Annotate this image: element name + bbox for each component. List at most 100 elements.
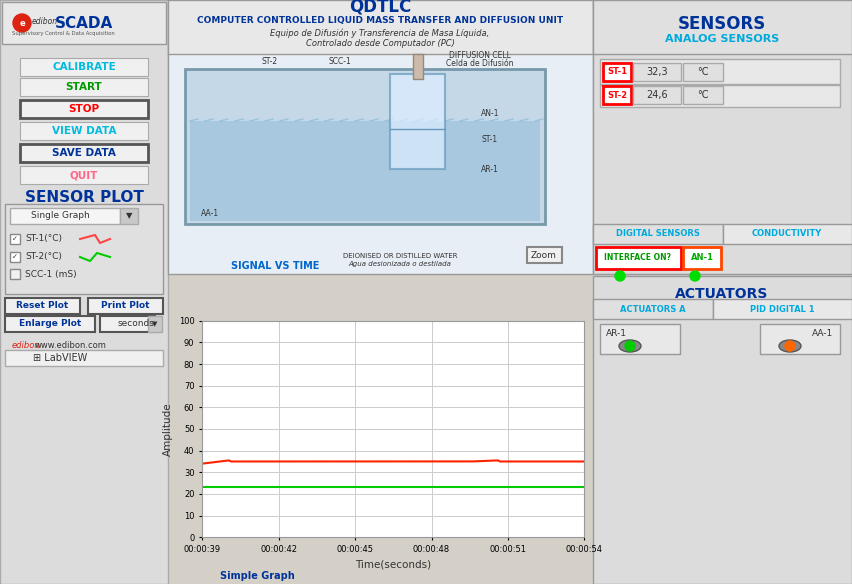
Bar bbox=[600, 324, 680, 354]
Bar bbox=[100, 316, 155, 332]
Text: Print Plot: Print Plot bbox=[101, 301, 149, 311]
Text: PID DIGITAL 1: PID DIGITAL 1 bbox=[750, 304, 815, 314]
Bar bbox=[88, 298, 163, 314]
Text: ST-1: ST-1 bbox=[482, 134, 498, 144]
Bar bbox=[2, 2, 166, 44]
Bar bbox=[20, 166, 148, 184]
Bar bbox=[633, 63, 681, 81]
Text: Celda de Difusión: Celda de Difusión bbox=[446, 60, 514, 68]
Text: °C: °C bbox=[697, 67, 709, 77]
Text: AN-1: AN-1 bbox=[481, 110, 499, 119]
Text: Zoom: Zoom bbox=[531, 251, 557, 259]
Bar bbox=[600, 85, 840, 107]
Bar bbox=[20, 144, 148, 162]
Circle shape bbox=[615, 271, 625, 281]
Bar bbox=[10, 234, 20, 244]
Bar bbox=[190, 121, 540, 221]
Bar bbox=[10, 252, 20, 262]
Bar bbox=[120, 208, 138, 224]
Text: SCADA: SCADA bbox=[55, 16, 113, 30]
Text: QUIT: QUIT bbox=[70, 170, 98, 180]
Text: STOP: STOP bbox=[68, 104, 100, 114]
Text: DEIONISED OR DISTILLED WATER: DEIONISED OR DISTILLED WATER bbox=[343, 253, 458, 259]
Text: www.edibon.com: www.edibon.com bbox=[35, 342, 106, 350]
Text: ⊞ LabVIEW: ⊞ LabVIEW bbox=[33, 353, 87, 363]
Text: Single Graph: Single Graph bbox=[31, 211, 89, 221]
Text: ✓: ✓ bbox=[12, 236, 18, 242]
Text: Enlarge Plot: Enlarge Plot bbox=[19, 319, 81, 328]
Text: ST-2: ST-2 bbox=[262, 57, 278, 67]
Text: ST-2(°C): ST-2(°C) bbox=[25, 252, 62, 262]
Bar bbox=[593, 0, 852, 54]
Bar bbox=[603, 86, 631, 104]
Bar bbox=[713, 299, 852, 319]
X-axis label: Time(seconds): Time(seconds) bbox=[355, 559, 431, 569]
Text: °C: °C bbox=[697, 90, 709, 100]
Text: INTERFACE ON?: INTERFACE ON? bbox=[605, 253, 671, 262]
Text: Agua desionizada o destilada: Agua desionizada o destilada bbox=[348, 261, 452, 267]
Text: SCC-1: SCC-1 bbox=[329, 57, 351, 67]
Text: Supervisory Control & Data Acquisition: Supervisory Control & Data Acquisition bbox=[12, 30, 115, 36]
Bar bbox=[600, 59, 840, 84]
Bar bbox=[5, 350, 163, 366]
Text: Simple Graph: Simple Graph bbox=[220, 571, 295, 581]
Bar bbox=[527, 247, 562, 263]
Ellipse shape bbox=[619, 340, 641, 352]
Text: CALIBRATE: CALIBRATE bbox=[52, 62, 116, 72]
Text: AR-1: AR-1 bbox=[481, 165, 499, 173]
Bar bbox=[390, 74, 445, 169]
Bar bbox=[168, 0, 593, 274]
Text: VIEW DATA: VIEW DATA bbox=[52, 126, 116, 136]
Bar bbox=[20, 100, 148, 118]
Y-axis label: Amplitude: Amplitude bbox=[163, 402, 173, 456]
Text: ANALOG SENSORS: ANALOG SENSORS bbox=[665, 34, 779, 44]
Text: AR-1: AR-1 bbox=[606, 329, 626, 339]
Text: AA-1: AA-1 bbox=[812, 329, 833, 339]
Text: CONDUCTIVITY: CONDUCTIVITY bbox=[751, 230, 822, 238]
Text: SENSOR PLOT: SENSOR PLOT bbox=[25, 190, 143, 206]
Text: QDTLC: QDTLC bbox=[348, 0, 412, 16]
Bar bbox=[10, 208, 120, 224]
Text: AN-1: AN-1 bbox=[690, 253, 713, 262]
Bar bbox=[20, 122, 148, 140]
Text: START: START bbox=[66, 82, 102, 92]
Text: DIFFUSION CELL: DIFFUSION CELL bbox=[449, 51, 511, 61]
Bar bbox=[5, 298, 80, 314]
Text: AA-1: AA-1 bbox=[201, 210, 219, 218]
Circle shape bbox=[785, 341, 795, 351]
Bar bbox=[593, 224, 723, 244]
Bar bbox=[148, 316, 162, 332]
Text: edibon: edibon bbox=[32, 16, 58, 26]
Bar bbox=[633, 86, 681, 104]
Text: ST-2: ST-2 bbox=[607, 91, 627, 99]
Text: Controlado desde Computador (PC): Controlado desde Computador (PC) bbox=[306, 39, 454, 47]
Text: COMPUTER CONTROLLED LIQUID MASS TRANSFER AND DIFFUSION UNIT: COMPUTER CONTROLLED LIQUID MASS TRANSFER… bbox=[197, 16, 563, 26]
Bar bbox=[20, 78, 148, 96]
Bar bbox=[185, 69, 545, 224]
Bar bbox=[603, 63, 631, 81]
Bar bbox=[593, 276, 852, 584]
Text: SENSORS: SENSORS bbox=[678, 15, 766, 33]
Text: e: e bbox=[19, 19, 25, 27]
Bar bbox=[683, 86, 723, 104]
Text: ▼: ▼ bbox=[153, 321, 158, 327]
Text: edibon: edibon bbox=[12, 342, 41, 350]
Text: ST-1: ST-1 bbox=[607, 68, 627, 77]
Bar bbox=[10, 269, 20, 279]
Text: ✓: ✓ bbox=[12, 254, 18, 260]
Text: SIGNAL VS TIME: SIGNAL VS TIME bbox=[231, 261, 320, 271]
Text: Equipo de Difusión y Transferencia de Masa Líquida,: Equipo de Difusión y Transferencia de Ma… bbox=[270, 28, 490, 38]
Text: 32,3: 32,3 bbox=[646, 67, 668, 77]
Text: SCC-1 (mS): SCC-1 (mS) bbox=[25, 269, 77, 279]
Bar bbox=[0, 0, 168, 584]
Text: ▼: ▼ bbox=[126, 211, 132, 221]
Bar bbox=[593, 0, 852, 274]
Text: ACTUATORS: ACTUATORS bbox=[676, 287, 769, 301]
Text: DIGITAL SENSORS: DIGITAL SENSORS bbox=[616, 230, 700, 238]
Text: ST-1(°C): ST-1(°C) bbox=[25, 235, 62, 244]
Bar bbox=[5, 316, 95, 332]
Bar bbox=[596, 247, 681, 269]
Circle shape bbox=[690, 271, 700, 281]
Bar bbox=[723, 224, 852, 244]
Circle shape bbox=[625, 341, 635, 351]
